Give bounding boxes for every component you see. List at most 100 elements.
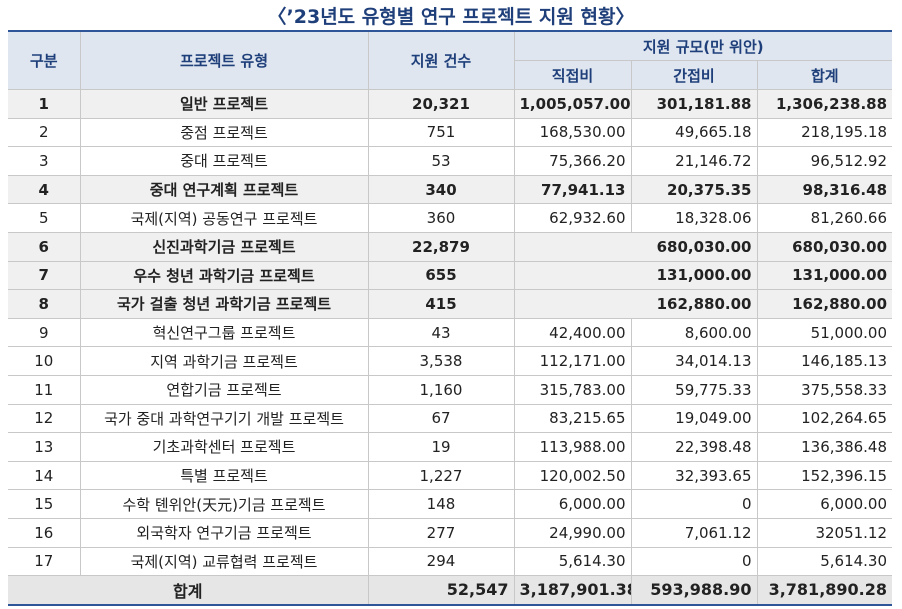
table-row: 5 국제(지역) 공동연구 프로젝트 360 62,932.60 18,328.06 81… [8, 203, 893, 233]
table-row: 9 혁신연구그룹 프로젝트 43 42,400.00 8,600.00 51,000.00 [8, 317, 893, 348]
table-row: 15 수학 톈위안(天元)기금 프로젝트 148 6,000.00 0 6,000.00 [8, 489, 893, 519]
row-number: 15 [8, 489, 81, 519]
total-cost: 5,614.30 [756, 546, 893, 577]
total-cost: 136,386.48 [756, 432, 893, 462]
table-row: 16 외국학자 연구기금 프로젝트 277 24,990.00 7,061.12 3205… [8, 517, 893, 548]
total-cost: 680,030.00 [756, 231, 893, 262]
direct-cost: 42,400.00 [513, 317, 632, 348]
combined-cost: 131,000.00 [513, 260, 758, 291]
direct-cost: 5,614.30 [513, 546, 632, 577]
table-header: 구분 프로젝트 유형 지원 건수 지원 규모(만 위안) 직접비 간접비 합계 [8, 30, 893, 90]
row-number: 2 [8, 117, 81, 148]
table-body: 1 일반 프로젝트 20,321 1,005,057.00 301,181.88 1,30… [8, 89, 893, 606]
indirect-cost: 0 [630, 546, 758, 577]
footer-row: 합계 52,547 3,187,901.38 593,988.90 3,781,890.… [8, 575, 893, 606]
header-cell: 프로젝트 유형 [79, 30, 369, 90]
direct-cost: 168,530.00 [513, 117, 632, 148]
support-count: 43 [367, 317, 515, 348]
row-number: 1 [8, 89, 81, 119]
row-number: 13 [8, 432, 81, 462]
support-count: 3,538 [367, 346, 515, 376]
indirect-cost: 19,049.00 [630, 403, 758, 434]
support-count: 67 [367, 403, 515, 434]
project-type: 국가 걸출 청년 과학기금 프로젝트 [79, 289, 369, 319]
row-number: 14 [8, 460, 81, 491]
direct-cost: 1,005,057.00 [513, 89, 632, 119]
total-cost: 96,512.92 [756, 146, 893, 176]
footer-total: 3,781,890.28 [756, 575, 893, 606]
project-type: 국제(지역) 공동연구 프로젝트 [79, 203, 369, 233]
table-row: 8 국가 걸출 청년 과학기금 프로젝트 415 162,880.00 162,880.… [8, 289, 893, 319]
table-row: 14 특별 프로젝트 1,227 120,002.50 32,393.65 152,396… [8, 460, 893, 491]
table: 구분 프로젝트 유형 지원 건수 지원 규모(만 위안) 직접비 간접비 합계 … [8, 30, 893, 606]
direct-cost: 83,215.65 [513, 403, 632, 434]
project-type: 국제(지역) 교류협력 프로젝트 [79, 546, 369, 577]
header-cell: 합계 [756, 60, 893, 90]
project-type: 기초과학센터 프로젝트 [79, 432, 369, 462]
row-number: 12 [8, 403, 81, 434]
row-number: 8 [8, 289, 81, 319]
support-count: 340 [367, 174, 515, 205]
support-count: 360 [367, 203, 515, 233]
header-cell: 지원 규모(만 위안) [513, 30, 893, 61]
row-number: 16 [8, 517, 81, 548]
table-row: 10 지역 과학기금 프로젝트 3,538 112,171.00 34,014.13 14… [8, 346, 893, 376]
support-count: 294 [367, 546, 515, 577]
project-type: 일반 프로젝트 [79, 89, 369, 119]
project-type: 우수 청년 과학기금 프로젝트 [79, 260, 369, 291]
project-type: 중점 프로젝트 [79, 117, 369, 148]
direct-cost: 315,783.00 [513, 374, 632, 405]
indirect-cost: 7,061.12 [630, 517, 758, 548]
project-type: 연합기금 프로젝트 [79, 374, 369, 405]
total-cost: 81,260.66 [756, 203, 893, 233]
project-type: 지역 과학기금 프로젝트 [79, 346, 369, 376]
total-cost: 131,000.00 [756, 260, 893, 291]
total-cost: 375,558.33 [756, 374, 893, 405]
indirect-cost: 21,146.72 [630, 146, 758, 176]
header-cell: 직접비 [514, 60, 632, 90]
support-count: 19 [367, 432, 515, 462]
total-cost: 98,316.48 [756, 174, 893, 205]
project-type: 혁신연구그룹 프로젝트 [79, 317, 369, 348]
indirect-cost: 34,014.13 [630, 346, 758, 376]
indirect-cost: 8,600.00 [630, 317, 758, 348]
total-cost: 32051.12 [756, 517, 893, 548]
table-row: 1 일반 프로젝트 20,321 1,005,057.00 301,181.88 1,30… [8, 89, 893, 119]
indirect-cost: 0 [630, 489, 758, 519]
project-type: 외국학자 연구기금 프로젝트 [79, 517, 369, 548]
combined-cost: 162,880.00 [513, 289, 758, 319]
project-type: 중대 연구계획 프로젝트 [79, 174, 369, 205]
direct-cost: 77,941.13 [513, 174, 632, 205]
row-number: 9 [8, 317, 81, 348]
table-row: 12 국가 중대 과학연구기기 개발 프로젝트 67 83,215.65 19,049.… [8, 403, 893, 434]
direct-cost: 113,988.00 [513, 432, 632, 462]
indirect-cost: 32,393.65 [630, 460, 758, 491]
table-row: 4 중대 연구계획 프로젝트 340 77,941.13 20,375.35 98,316… [8, 174, 893, 205]
header-cell: 구분 [8, 30, 81, 90]
support-count: 20,321 [367, 89, 515, 119]
header-cell: 간접비 [630, 60, 758, 90]
total-cost: 6,000.00 [756, 489, 893, 519]
indirect-cost: 59,775.33 [630, 374, 758, 405]
project-type: 특별 프로젝트 [79, 460, 369, 491]
indirect-cost: 18,328.06 [630, 203, 758, 233]
indirect-cost: 49,665.18 [630, 117, 758, 148]
table-row: 11 연합기금 프로젝트 1,160 315,783.00 59,775.33 375,5… [8, 374, 893, 405]
project-type: 중대 프로젝트 [79, 146, 369, 176]
indirect-cost: 20,375.35 [630, 174, 758, 205]
table-row: 7 우수 청년 과학기금 프로젝트 655 131,000.00 131,000.00 [8, 260, 893, 291]
project-type: 국가 중대 과학연구기기 개발 프로젝트 [79, 403, 369, 434]
footer-count: 52,547 [367, 575, 515, 606]
support-count: 277 [367, 517, 515, 548]
direct-cost: 62,932.60 [513, 203, 632, 233]
table-row: 3 중대 프로젝트 53 75,366.20 21,146.72 96,512.92 [8, 146, 893, 176]
header-cell: 지원 건수 [367, 30, 515, 90]
indirect-cost: 301,181.88 [630, 89, 758, 119]
support-count: 751 [367, 117, 515, 148]
indirect-cost: 22,398.48 [630, 432, 758, 462]
row-number: 10 [8, 346, 81, 376]
footer-direct: 3,187,901.38 [513, 575, 632, 606]
row-number: 7 [8, 260, 81, 291]
total-cost: 218,195.18 [756, 117, 893, 148]
table-row: 17 국제(지역) 교류협력 프로젝트 294 5,614.30 0 5,614.30 [8, 546, 893, 577]
